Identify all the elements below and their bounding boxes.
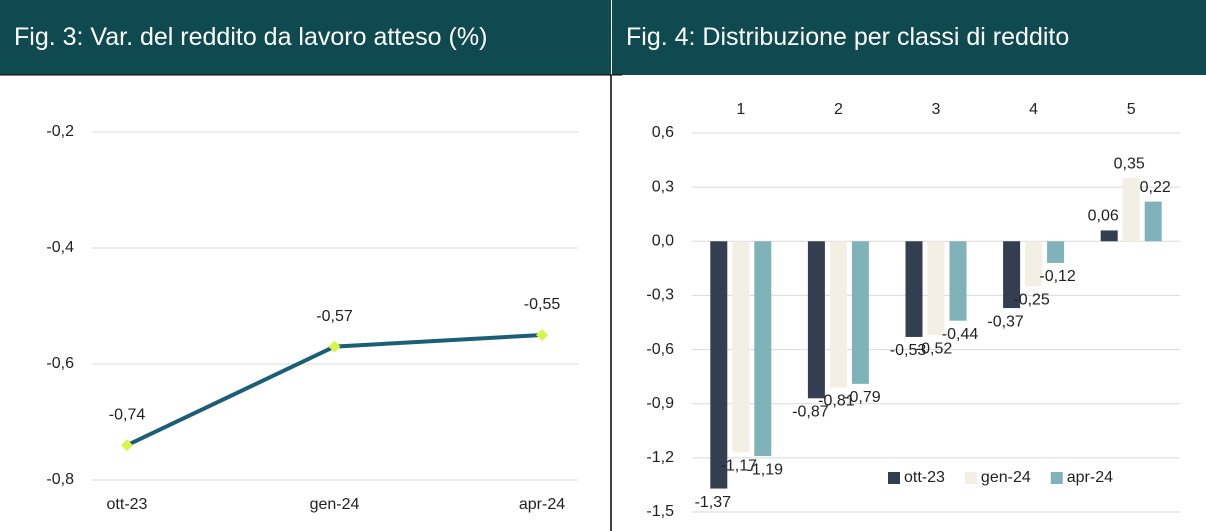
y-tick-label: -1,2 — [646, 449, 674, 466]
data-label: -0,53 — [890, 342, 927, 359]
y-tick-label: -0,3 — [646, 287, 674, 304]
bar — [1025, 241, 1043, 287]
data-label: -0,79 — [844, 389, 881, 406]
marker — [121, 439, 133, 452]
y-tick-label: -1,5 — [646, 503, 674, 520]
bar — [1122, 178, 1140, 242]
data-label: 0,06 — [1088, 208, 1119, 225]
bar — [1003, 241, 1021, 309]
x-tick-label: 4 — [1029, 101, 1038, 118]
legend-label: ott-23 — [904, 469, 945, 486]
legend-label: apr-24 — [1067, 469, 1113, 486]
data-label: -0,55 — [524, 296, 561, 313]
data-label: -0,25 — [1013, 292, 1050, 309]
bar — [710, 241, 728, 489]
y-tick-label: 0,6 — [652, 124, 674, 141]
x-tick-label: 3 — [932, 101, 941, 118]
bar — [754, 241, 772, 457]
data-label: -1,19 — [747, 461, 784, 478]
bar — [851, 241, 869, 384]
x-tick-label: gen-24 — [310, 496, 360, 513]
bar — [1100, 230, 1118, 242]
bar — [829, 241, 847, 388]
marker — [328, 340, 341, 353]
bar — [905, 241, 923, 337]
y-tick-label: -0,2 — [46, 123, 74, 140]
data-label: 0,22 — [1140, 179, 1171, 196]
data-label: -0,52 — [916, 340, 953, 357]
data-label: 0,35 — [1114, 155, 1145, 172]
bar — [949, 241, 967, 321]
bar — [1047, 241, 1065, 263]
data-label: -1,17 — [721, 458, 758, 475]
data-label: -1,37 — [695, 494, 732, 511]
x-tick-label: ott-23 — [107, 496, 148, 513]
data-label: -0,37 — [987, 313, 1024, 330]
y-tick-label: 0,3 — [652, 178, 674, 195]
marker — [536, 329, 548, 341]
legend-label: gen-24 — [981, 469, 1031, 486]
y-tick-label: -0,4 — [46, 239, 74, 256]
data-label: -0,44 — [942, 326, 979, 343]
legend-swatch — [1050, 472, 1063, 484]
data-label: -0,81 — [818, 393, 855, 410]
y-tick-label: 0,0 — [652, 233, 674, 250]
data-label: -0,74 — [109, 406, 146, 423]
y-tick-label: -0,8 — [46, 471, 74, 488]
bar — [732, 241, 750, 453]
x-tick-label: 2 — [834, 101, 843, 118]
data-label: -0,57 — [316, 308, 353, 325]
chart-title: Fig. 3: Var. del reddito da lavoro attes… — [0, 0, 611, 75]
y-tick-label: -0,9 — [646, 395, 674, 412]
legend-swatch — [888, 472, 900, 484]
x-tick-label: 1 — [736, 101, 745, 118]
bar — [1144, 201, 1162, 242]
data-label: -0,12 — [1039, 268, 1076, 285]
bar — [927, 241, 945, 336]
y-tick-label: -0,6 — [646, 341, 674, 358]
legend-swatch — [964, 472, 977, 484]
x-tick-label: apr-24 — [519, 496, 565, 513]
y-tick-label: -0,6 — [46, 355, 74, 372]
x-tick-label: 5 — [1127, 101, 1136, 118]
data-label: -0,87 — [792, 404, 829, 421]
bar — [807, 241, 825, 399]
chart-title: Fig. 4: Distribuzione per classi di redd… — [612, 0, 1206, 75]
